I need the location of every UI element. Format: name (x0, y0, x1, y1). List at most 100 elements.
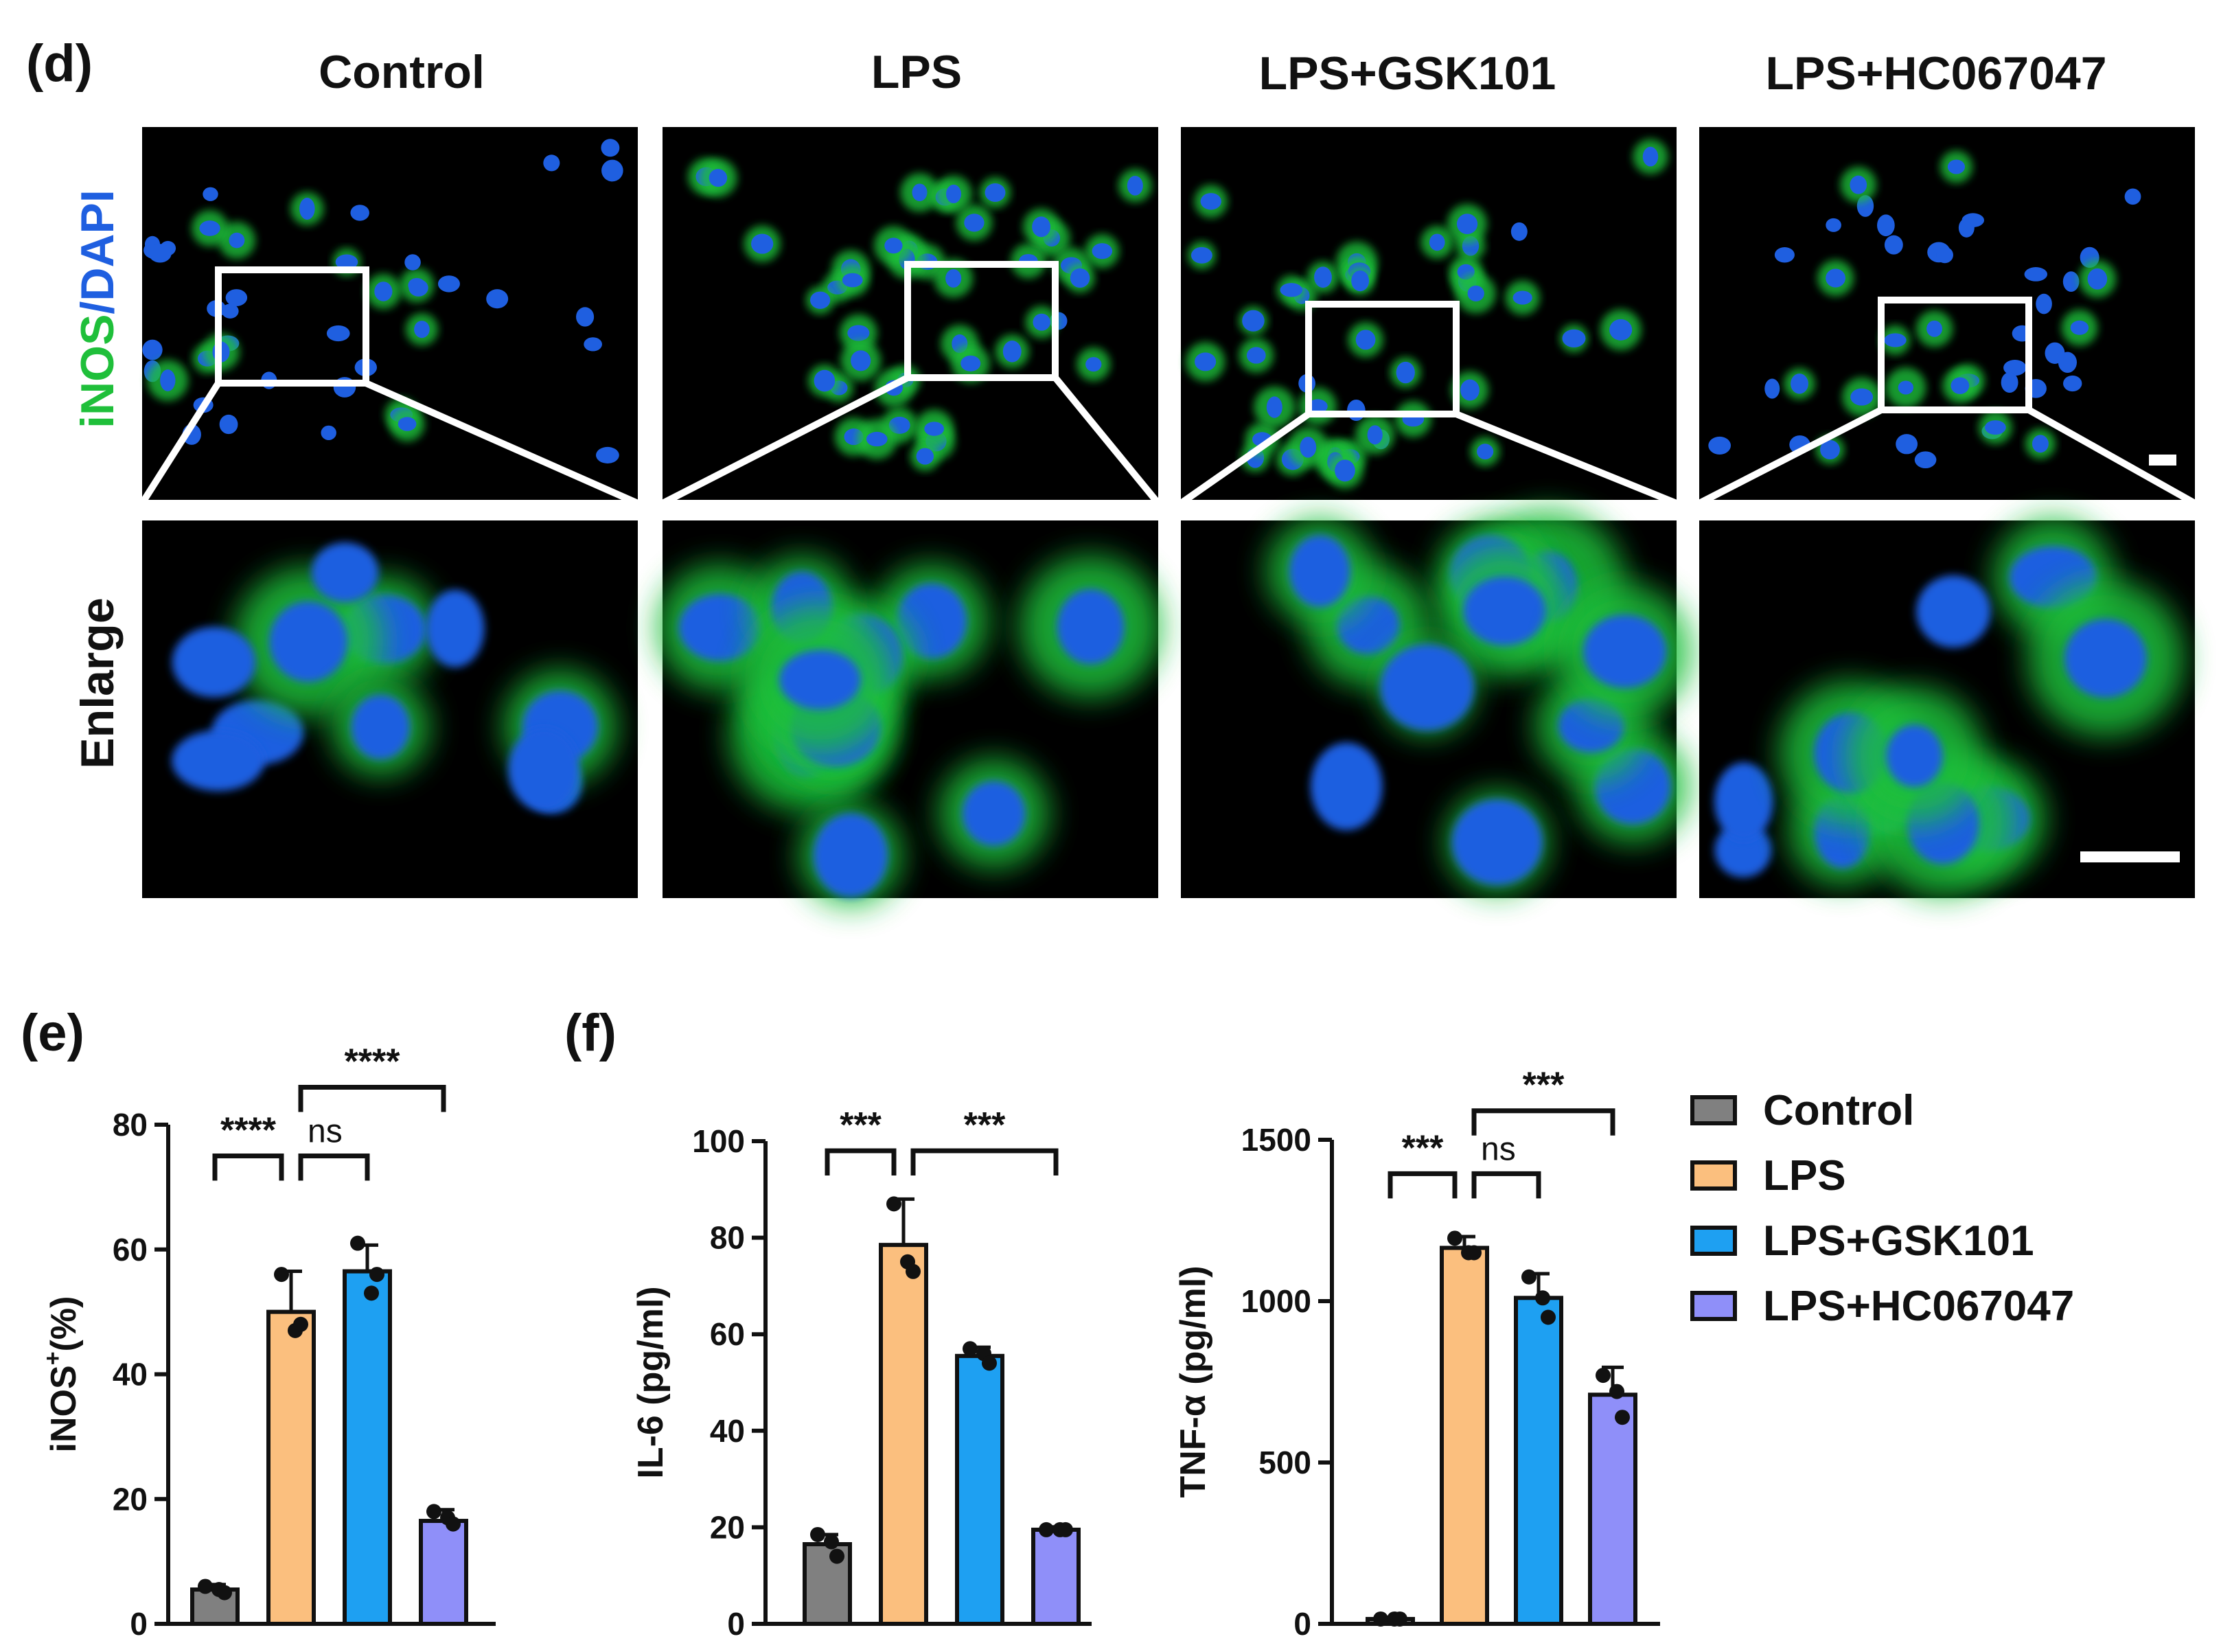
il6-chart-y-axis-label: IL-6 (pg/ml) (631, 1286, 671, 1478)
il6-chart-bar (879, 1243, 928, 1626)
il6-chart-significance-bracket (825, 1148, 897, 1176)
inos-chart-data-point (274, 1267, 289, 1283)
dapi-nucleus (1057, 588, 1125, 665)
il6-chart-data-point (906, 1263, 921, 1279)
dapi-nucleus (1335, 459, 1355, 482)
dapi-nucleus (779, 650, 861, 710)
dapi-nucleus (1764, 378, 1780, 399)
dapi-nucleus (1300, 437, 1317, 458)
inos-chart-significance-label: **** (345, 1042, 401, 1081)
il6-chart-y-tick-label: 0 (727, 1606, 745, 1642)
dapi-nucleus (1609, 319, 1633, 341)
dapi-nucleus (2087, 268, 2108, 290)
dapi-nucleus (203, 187, 218, 201)
dapi-nucleus (1512, 290, 1532, 305)
dapi-nucleus (601, 139, 620, 157)
tnf-chart-significance-label: ns (1481, 1131, 1516, 1167)
dapi-nucleus (1380, 644, 1474, 731)
dapi-nucleus (437, 275, 460, 292)
dapi-nucleus (945, 269, 962, 288)
dapi-nucleus (299, 197, 315, 220)
inos-chart-bar (343, 1269, 392, 1626)
il6-chart-bar (955, 1353, 1004, 1626)
inos-chart-data-point (198, 1579, 213, 1594)
il6-chart-y-tick-label: 100 (692, 1123, 745, 1159)
il6-chart-data-point (824, 1534, 839, 1550)
inos-chart-y-axis-label: iNOS+(%) (40, 1296, 84, 1453)
dapi-nucleus (1463, 576, 1546, 646)
dapi-nucleus (1396, 361, 1415, 384)
tnf-chart-data-point (1466, 1245, 1482, 1261)
dapi-nucleus (408, 279, 428, 297)
dapi-nucleus (1916, 575, 1991, 648)
legend-label-lps-gsk101: LPS+GSK101 (1763, 1217, 2034, 1265)
dapi-nucleus (678, 594, 761, 661)
tnf-chart-y-axis-label: TNF-α (pg/ml) (1173, 1265, 1213, 1498)
row-label-inos-dapi: iNOS/DAPI (71, 190, 124, 428)
il6-chart-bar (1031, 1527, 1081, 1627)
tnf-chart-data-point (1615, 1410, 1630, 1425)
il6-chart-significance-label: *** (840, 1105, 882, 1145)
panel-d-label: (d) (26, 34, 93, 93)
il6-chart-data-point (829, 1548, 844, 1564)
dapi-nucleus (1266, 396, 1282, 418)
dapi-nucleus (321, 425, 336, 441)
enlarge-cells-control (172, 542, 617, 814)
inos-chart-y-tick-label: 20 (113, 1481, 148, 1517)
inos-chart-bar (419, 1519, 468, 1626)
il6-chart-y-tick-label: 60 (710, 1316, 745, 1352)
dapi-nucleus (1947, 159, 1966, 174)
inos-chart-significance-bracket (212, 1153, 284, 1181)
il6-chart-data-point (982, 1355, 997, 1371)
dapi-nucleus (398, 417, 417, 431)
dapi-nucleus (160, 369, 176, 391)
dapi-nucleus (1280, 283, 1303, 297)
dapi-nucleus (1936, 246, 1953, 264)
dapi-nucleus (1884, 333, 1907, 347)
dapi-nucleus (2036, 293, 2052, 314)
dapi-nucleus (1347, 399, 1366, 422)
dapi-nucleus (426, 589, 485, 667)
tnf-chart-significance-bracket (1471, 1171, 1541, 1199)
dapi-nucleus (1884, 235, 1903, 255)
dapi-nucleus (962, 781, 1026, 847)
dapi-nucleus (584, 337, 602, 352)
inos-chart-data-point (446, 1516, 461, 1532)
dapi-nucleus (2064, 619, 2147, 698)
overview-cells-lps-hc067047 (1708, 150, 2141, 469)
dapi-nucleus (960, 355, 981, 371)
dapi-nucleus (1367, 425, 1383, 445)
dapi-nucleus (896, 583, 967, 659)
il6-chart-significance-label: *** (964, 1105, 1006, 1145)
dapi-nucleus (1314, 266, 1332, 288)
il6-chart-significance-bracket (910, 1148, 1059, 1176)
dapi-nucleus (1926, 320, 1943, 337)
dapi-nucleus (2062, 271, 2080, 292)
zoom-lines-control (135, 380, 640, 507)
dapi-nucleus (2024, 267, 2048, 282)
dapi-nucleus (1642, 146, 1659, 167)
dapi-nucleus (1886, 724, 1943, 788)
dapi-nucleus (1583, 615, 1667, 689)
dapi-nucleus (1289, 535, 1350, 608)
dapi-nucleus (172, 626, 256, 698)
il6-chart-y-tick-label: 80 (710, 1220, 745, 1256)
dapi-nucleus (751, 233, 774, 254)
dapi-nucleus (1914, 451, 1937, 469)
zoom-lines-lps (660, 374, 1166, 507)
legend-label-lps-hc067047: LPS+HC067047 (1763, 1283, 2074, 1330)
tnf-chart-y-tick-label: 0 (1293, 1606, 1311, 1642)
dapi-nucleus (1092, 243, 1113, 260)
tnf-chart-y-tick-label: 1000 (1241, 1283, 1311, 1319)
inos-chart-bar (266, 1309, 316, 1626)
dapi-nucleus (414, 321, 430, 339)
dapi-nucleus (1477, 444, 1494, 460)
dapi-nucleus (1242, 310, 1265, 332)
dapi-nucleus (374, 282, 393, 301)
tnf-chart-data-point (1373, 1611, 1388, 1627)
dapi-nucleus (1467, 285, 1484, 301)
dapi-nucleus (326, 325, 350, 342)
overview-cells-lps-gsk101 (1186, 139, 1668, 489)
inos-chart-data-point (350, 1235, 365, 1251)
